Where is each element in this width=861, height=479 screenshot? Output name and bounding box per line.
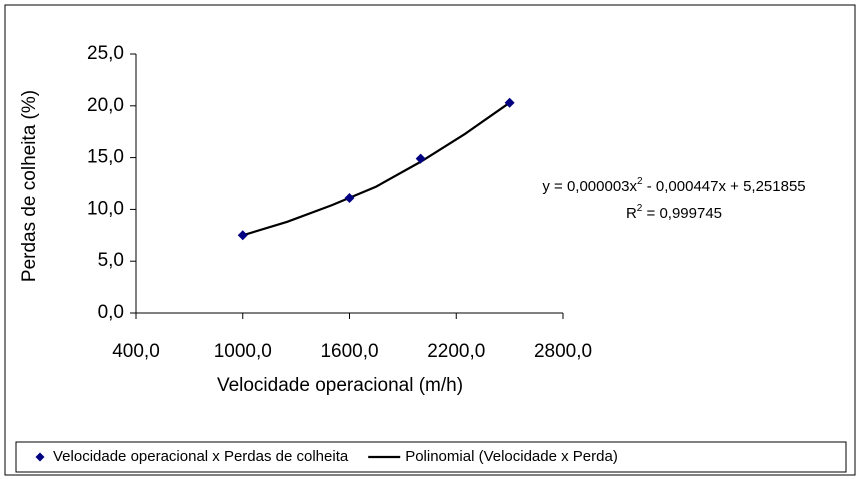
data-point	[237, 230, 248, 241]
y-tick-label: 20,0	[87, 95, 124, 116]
legend-marker	[35, 452, 45, 462]
legend	[15, 441, 847, 473]
trend-equation-part: y = 0,000003x	[542, 178, 637, 195]
y-axis-title: Perdas de colheita (%)	[19, 90, 40, 282]
legend-label: Velocidade operacional x Perdas de colhe…	[53, 448, 349, 465]
r-squared-part: 2	[637, 203, 643, 214]
x-tick-label: 2800,0	[534, 341, 592, 362]
legend-label: Polinomial (Velocidade x Perda)	[405, 448, 618, 465]
y-tick-label: 15,0	[87, 147, 124, 168]
r-squared-part: R	[626, 205, 637, 222]
trend-equation-part: 2	[637, 176, 643, 187]
data-point	[504, 97, 515, 108]
y-tick-label: 10,0	[87, 198, 124, 219]
data-point	[415, 153, 426, 164]
x-tick-label: 1600,0	[320, 341, 378, 362]
x-axis-title: Velocidade operacional (m/h)	[217, 375, 463, 396]
x-tick-label: 400,0	[112, 341, 160, 362]
trendline	[242, 101, 511, 237]
trend-equation: y = 0,000003x2 - 0,000447x + 5,251855	[542, 176, 805, 195]
data-point	[344, 193, 355, 204]
trend-equation-part: - 0,000447x + 5,251855	[643, 178, 806, 195]
x-tick-label: 1000,0	[214, 341, 272, 362]
y-tick-label: 0,0	[98, 302, 124, 323]
y-tick-label: 25,0	[87, 43, 124, 64]
x-tick-label: 2200,0	[427, 341, 485, 362]
y-tick-label: 5,0	[98, 250, 124, 271]
chart-frame	[4, 4, 856, 476]
r-squared: R2 = 0,999745	[626, 203, 722, 222]
r-squared-part: = 0,999745	[642, 205, 722, 222]
